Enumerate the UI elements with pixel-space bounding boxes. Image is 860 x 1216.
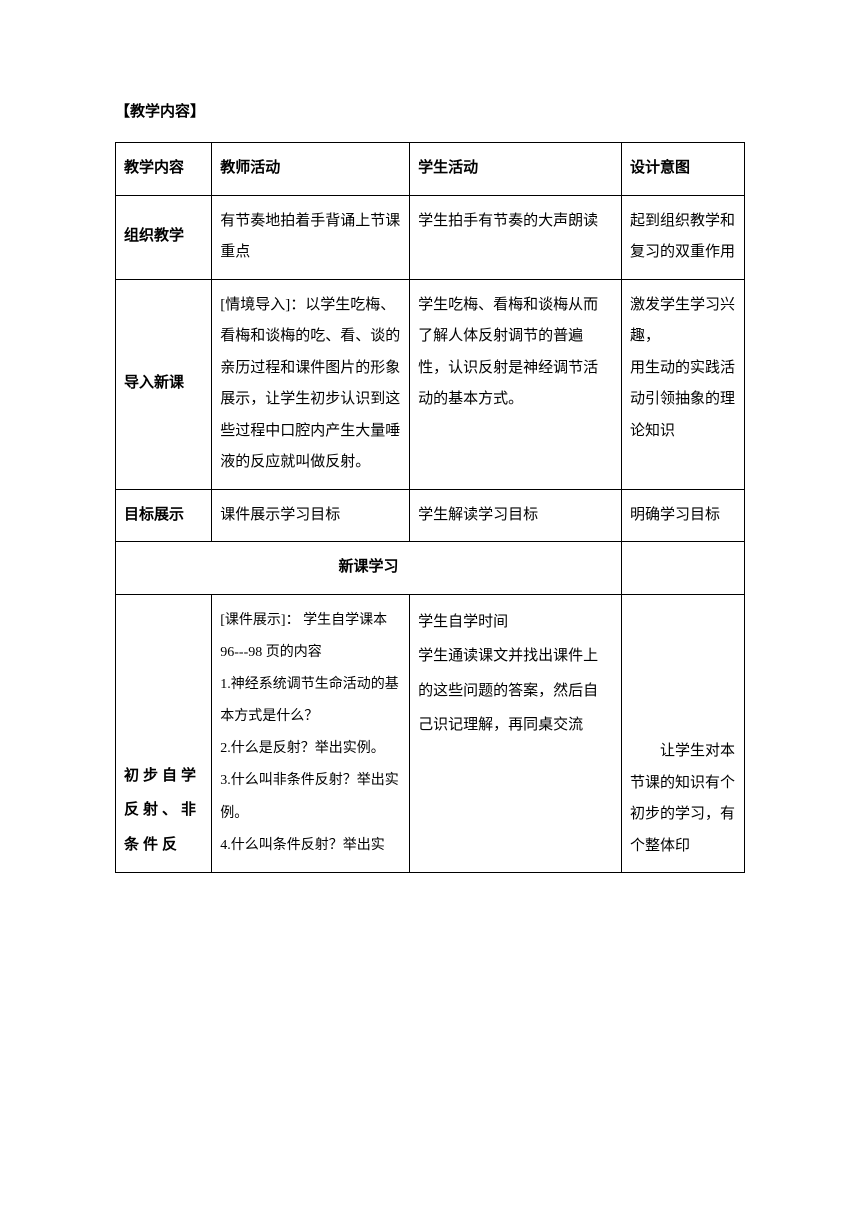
- header-intent: 设计意图: [621, 143, 744, 196]
- table-row: 目标展示 课件展示学习目标 学生解读学习目标 明确学习目标: [116, 489, 745, 542]
- row-label-goal: 目标展示: [116, 489, 212, 542]
- table-header-row: 教学内容 教师活动 学生活动 设计意图: [116, 143, 745, 196]
- cell-student: 学生拍手有节奏的大声朗读: [410, 195, 622, 279]
- table-row: 组织教学 有节奏地拍着手背诵上节课重点 学生拍手有节奏的大声朗读 起到组织教学和…: [116, 195, 745, 279]
- new-lesson-header: 新课学习: [116, 542, 622, 595]
- cell-intent: 让学生对本节课的知识有个初步的学习，有个整体印: [621, 594, 744, 873]
- header-student: 学生活动: [410, 143, 622, 196]
- empty-cell: [621, 542, 744, 595]
- cell-teacher: [情境导入]：以学生吃梅、看梅和谈梅的吃、看、谈的亲历过程和课件图片的形象展示，…: [212, 279, 410, 489]
- header-content: 教学内容: [116, 143, 212, 196]
- table-row: 初步自学反射、非条件反 [课件展示]： 学生自学课本96---98 页的内容 1…: [116, 594, 745, 873]
- cell-intent: 激发学生学习兴趣， 用生动的实践活动引领抽象的理论知识: [621, 279, 744, 489]
- row-label-organize: 组织教学: [116, 195, 212, 279]
- table-row-newlesson: 新课学习: [116, 542, 745, 595]
- cell-teacher: [课件展示]： 学生自学课本96---98 页的内容 1.神经系统调节生命活动的…: [212, 594, 410, 873]
- cell-intent: 明确学习目标: [621, 489, 744, 542]
- intent-text: 让学生对本节课的知识有个初步的学习，有个整体印: [630, 736, 736, 862]
- header-teacher: 教师活动: [212, 143, 410, 196]
- row-label-selfstudy: 初步自学反射、非条件反: [116, 594, 212, 873]
- row-label-intro: 导入新课: [116, 279, 212, 489]
- cell-student: 学生自学时间 学生通读课文并找出课件上的这些问题的答案，然后自己识记理解，再同桌…: [410, 594, 622, 873]
- cell-student: 学生解读学习目标: [410, 489, 622, 542]
- cell-teacher: 有节奏地拍着手背诵上节课重点: [212, 195, 410, 279]
- table-row: 导入新课 [情境导入]：以学生吃梅、看梅和谈梅的吃、看、谈的亲历过程和课件图片的…: [116, 279, 745, 489]
- section-title: 【教学内容】: [115, 100, 745, 124]
- cell-student: 学生吃梅、看梅和谈梅从而 了解人体反射调节的普遍性，认识反射是神经调节活动的基本…: [410, 279, 622, 489]
- lesson-plan-table: 教学内容 教师活动 学生活动 设计意图 组织教学 有节奏地拍着手背诵上节课重点 …: [115, 142, 745, 873]
- cell-teacher: 课件展示学习目标: [212, 489, 410, 542]
- cell-intent: 起到组织教学和复习的双重作用: [621, 195, 744, 279]
